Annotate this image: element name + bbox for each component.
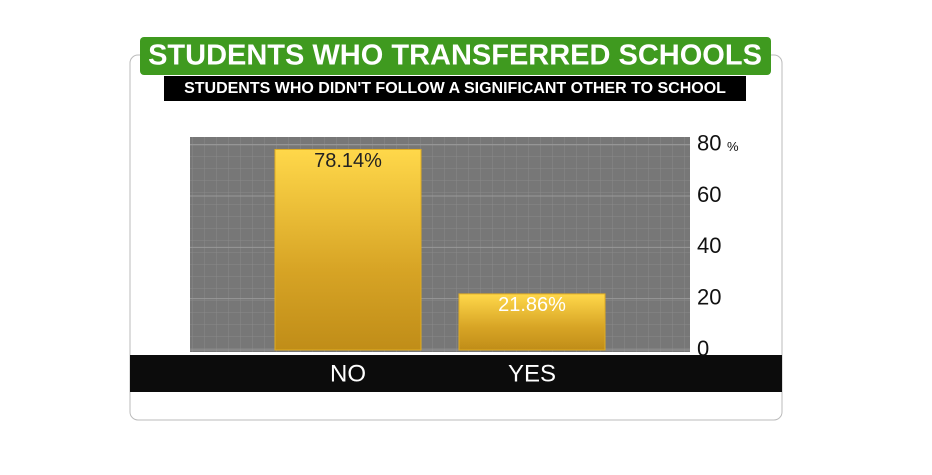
y-tick-label: 20 [697, 284, 721, 309]
chart-title: STUDENTS WHO TRANSFERRED SCHOOLS [148, 40, 762, 72]
y-tick-label: 60 [697, 182, 721, 207]
x-tick-label: NO [330, 360, 366, 387]
y-tick-label: 80 [697, 131, 721, 156]
subtitle-box [164, 76, 746, 101]
title-box [140, 37, 771, 75]
category-band [130, 355, 782, 392]
y-unit: % [727, 139, 739, 154]
bar [274, 148, 422, 351]
y-tick-label: 0 [697, 336, 709, 361]
x-tick-label: YES [508, 360, 556, 387]
chart-subtitle: STUDENTS WHO DIDN'T FOLLOW A SIGNIFICANT… [184, 80, 726, 97]
value-label: 78.14% [314, 150, 382, 172]
bar [458, 293, 606, 351]
value-label: 21.86% [498, 294, 566, 316]
y-tick-label: 40 [697, 233, 721, 258]
plot-grid-texture [190, 137, 690, 352]
